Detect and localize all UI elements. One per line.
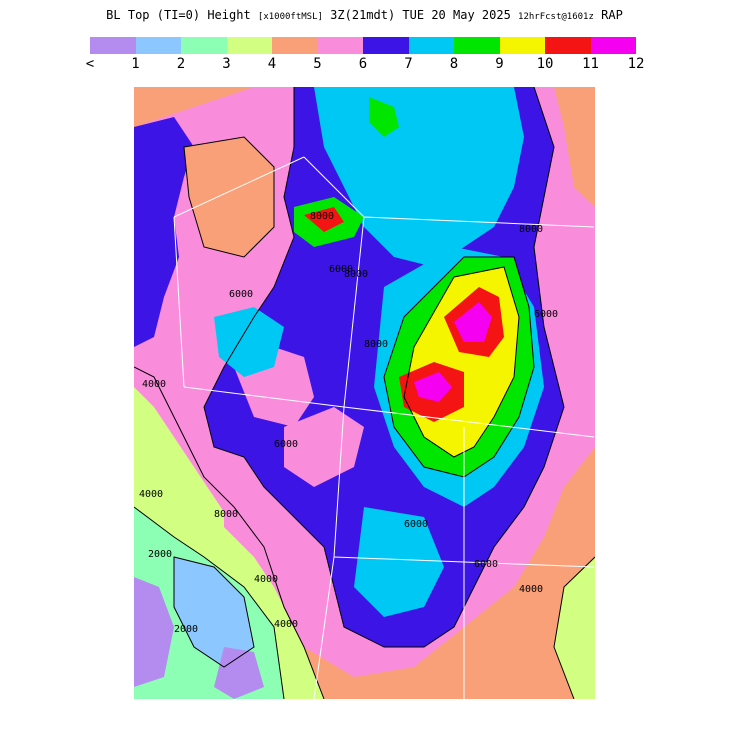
state-boundaries [173,156,595,699]
legend-tick: 2 [176,56,186,72]
legend-tick: 10 [536,56,554,72]
region-11k-sw [414,372,452,402]
legend-tick: 4 [267,56,277,72]
legend-swatch [272,37,318,54]
legend-swatch [408,37,454,54]
legend-tick: 1 [131,56,140,72]
forecast-map: 8000 4000 6000 8000 6000 4000 2000 2000 … [134,87,595,699]
legend-swatch [363,37,409,54]
title-field: BL Top (TI=0) Height [106,8,251,22]
legend-swatch [135,37,181,54]
region-6k-main [134,117,194,347]
legend-tick: < [85,56,95,72]
region-7k-west [214,307,284,377]
contour-label: 6000 [229,289,253,300]
region-4k-hole-nw [184,137,274,257]
region-7k-south [354,507,444,617]
contour-label: 4000 [519,584,543,595]
region-1k-sw [174,557,254,667]
chart-title: BL Top (TI=0) Height [x1000ftMSL] 3Z(21m… [0,8,729,22]
legend-swatch [181,37,227,54]
contour-label: 6000 [404,519,428,530]
legend-tick: 6 [358,56,368,72]
contour-label: 2000 [174,624,198,635]
contour-label: 8000 [344,269,368,280]
title-valid-time: 3Z(21mdt) TUE 20 May 2025 [330,8,511,22]
legend-swatch [499,37,545,54]
legend-swatch [545,37,591,54]
region-5k-hole-3 [224,487,304,567]
title-forecast: 12hrFcst@1601z [518,12,594,22]
region-5k-hole-2 [284,407,364,487]
title-model: RAP [601,8,623,22]
contour-label: 6000 [534,309,558,320]
region-11k-ne [454,302,492,342]
legend-tick: 5 [313,56,322,72]
contour-label: 8000 [364,339,388,350]
region-3k-east [554,557,595,699]
region-lt1k-sw2 [214,647,264,699]
title-units: [x1000ftMSL] [257,12,323,22]
contour-label: 4000 [139,489,163,500]
legend-tick: 8 [449,56,459,72]
contour-label: 8000 [214,509,238,520]
legend-tick-labels: < 1 2 3 4 5 6 7 8 9 10 11 12 [86,56,645,72]
region-8k-n [369,97,399,137]
contour-label: 8000 [310,211,334,222]
contour-label-group: 8000 4000 6000 8000 6000 4000 2000 2000 … [139,211,558,635]
legend-swatch [317,37,363,54]
legend-tick: 11 [582,56,599,72]
legend-tick: 3 [222,56,231,72]
contour-lines [134,87,595,699]
legend-swatch [590,37,636,54]
contour-label: 6000 [474,559,498,570]
legend-swatch [226,37,272,54]
contour-label: 4000 [274,619,298,630]
contour-label: 4000 [254,574,278,585]
contour-label: 2000 [148,549,172,560]
contour-label: 4000 [142,379,166,390]
legend-swatch [90,37,136,54]
contour-label: 6000 [274,439,298,450]
legend-tick: 12 [627,56,645,72]
contour-label: 8000 [519,224,543,235]
contour-label: 6000 [329,264,353,275]
legend-swatch [454,37,500,54]
legend-tick: 7 [404,56,413,72]
legend-tick: 9 [495,56,504,72]
map-canvas: 8000 4000 6000 8000 6000 4000 2000 2000 … [134,87,595,699]
region-lt1k-sw [134,577,174,687]
color-legend [90,37,636,54]
region-10k-nw [304,207,344,232]
